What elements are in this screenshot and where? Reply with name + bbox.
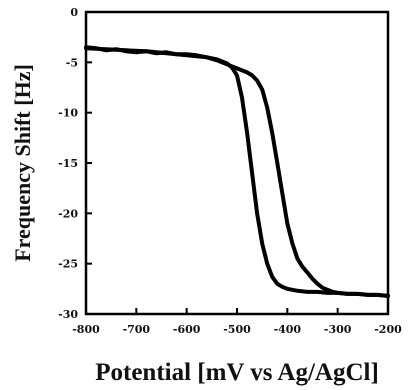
x-tick-label: -300 (324, 323, 352, 336)
y-tick-label: -25 (58, 258, 78, 271)
y-tick-label: -30 (58, 308, 78, 321)
x-tick-label: -600 (173, 323, 201, 336)
x-tick-label: -800 (72, 323, 100, 336)
x-tick-label: -400 (274, 323, 302, 336)
y-axis-title: Frequency Shift [Hz] (10, 64, 35, 262)
x-tick-label: -200 (374, 323, 402, 336)
y-tick-label: -10 (58, 107, 78, 120)
y-tick-label: 0 (70, 6, 78, 19)
y-ticks: 0 -5 -10 -15 -20 -25 -30 (58, 6, 92, 321)
y-tick-label: -20 (58, 207, 78, 220)
x-tick-label: -700 (123, 323, 151, 336)
series-line-1 (84, 45, 390, 298)
y-tick-label: -15 (58, 157, 78, 170)
series-layer (84, 45, 390, 298)
series-line-2 (84, 46, 390, 298)
x-axis-title: Potential [mV vs Ag/AgCl] (95, 359, 379, 386)
x-tick-label: -500 (223, 323, 251, 336)
y-tick-label: -5 (66, 56, 78, 69)
x-ticks: -800 -700 -600 -500 -400 -300 -200 (72, 308, 402, 336)
plot-frame (84, 10, 390, 316)
